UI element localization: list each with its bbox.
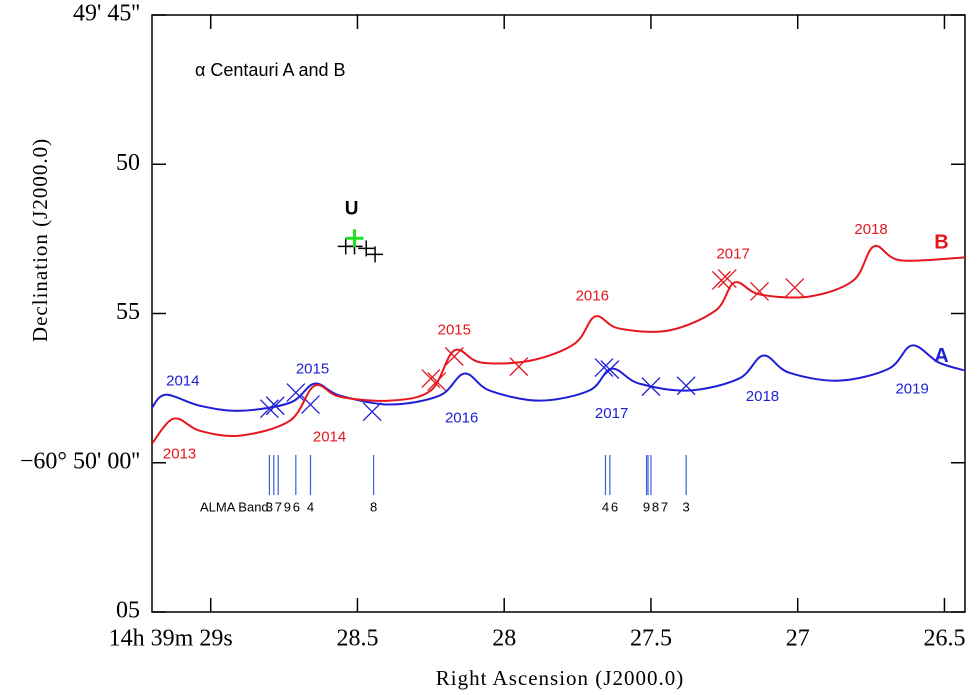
y-tick-label: 55 [116, 299, 140, 325]
year-label: 2018 [854, 221, 887, 238]
track-line [151, 344, 966, 412]
alma-band-label: 3 [683, 499, 690, 514]
observation-marker [641, 377, 661, 397]
u-point [358, 240, 375, 257]
observation-marker [362, 402, 382, 422]
u-best [345, 229, 364, 248]
y-tick-label: −60° 50' 00'' [20, 448, 140, 474]
alma-band-label: 7 [275, 499, 282, 514]
alma-band-label: 3 [266, 499, 273, 514]
x-tick-label: 26.5 [923, 626, 965, 652]
y-axis-label: Declination (J2000.0) [28, 138, 52, 342]
year-label: 2015 [296, 361, 329, 378]
year-label: 2015 [438, 321, 471, 338]
y-tick-label: 50 [116, 150, 140, 176]
observation-marker [265, 396, 285, 416]
year-label: 2016 [445, 410, 478, 427]
year-label: 2013 [163, 446, 196, 463]
series-label: B [934, 232, 948, 254]
u-label: U [345, 198, 359, 219]
track-line [151, 244, 966, 445]
observation-marker [717, 269, 737, 289]
x-tick-label: 14h 39m 29s [109, 626, 233, 652]
year-label: 2019 [895, 381, 928, 398]
chart-title: α Centauri A and B [195, 60, 346, 80]
plot-frame [151, 14, 966, 613]
series-label: A [934, 345, 948, 367]
observation-marker [509, 357, 529, 377]
alma-band-label: 9 [643, 499, 650, 514]
year-label: 2017 [595, 405, 628, 422]
alma-band-label: 6 [611, 499, 618, 514]
year-label: 2018 [746, 388, 779, 405]
observation-marker [444, 347, 464, 366]
alma-band-label: 7 [661, 499, 668, 514]
alma-band-label: 6 [293, 499, 300, 514]
x-axis-label: Right Ascension (J2000.0) [436, 666, 684, 690]
alma-band-label: 9 [284, 499, 291, 514]
observation-marker [711, 270, 731, 290]
x-tick-label: 27 [786, 626, 810, 652]
observation-marker [600, 360, 620, 380]
observation-marker [286, 383, 306, 403]
observation-marker [421, 369, 441, 389]
observation-marker [301, 395, 320, 415]
x-tick-label: 27.5 [630, 626, 672, 652]
y-tick-label: 05 [116, 598, 140, 624]
year-label: 2017 [716, 245, 749, 262]
observation-marker [750, 281, 770, 301]
observation-marker [785, 278, 805, 297]
x-tick-label: 28 [492, 626, 516, 652]
year-label: 2014 [313, 429, 346, 446]
year-label: 2016 [576, 287, 609, 304]
alma-band-label: 8 [652, 499, 659, 514]
observation-marker [676, 376, 696, 396]
x-tick-label: 28.5 [336, 626, 378, 652]
year-label: 2014 [166, 373, 199, 390]
y-tick-label: 49' 45'' [73, 1, 140, 27]
alma-band-label: 4 [307, 499, 314, 514]
observation-marker [594, 358, 614, 377]
alma-band-label: 4 [602, 499, 609, 514]
alma-label: ALMA Band [200, 499, 269, 514]
observation-marker [259, 399, 279, 419]
observation-marker [427, 372, 447, 392]
alma-band-label: 8 [370, 499, 377, 514]
u-point [367, 246, 384, 263]
